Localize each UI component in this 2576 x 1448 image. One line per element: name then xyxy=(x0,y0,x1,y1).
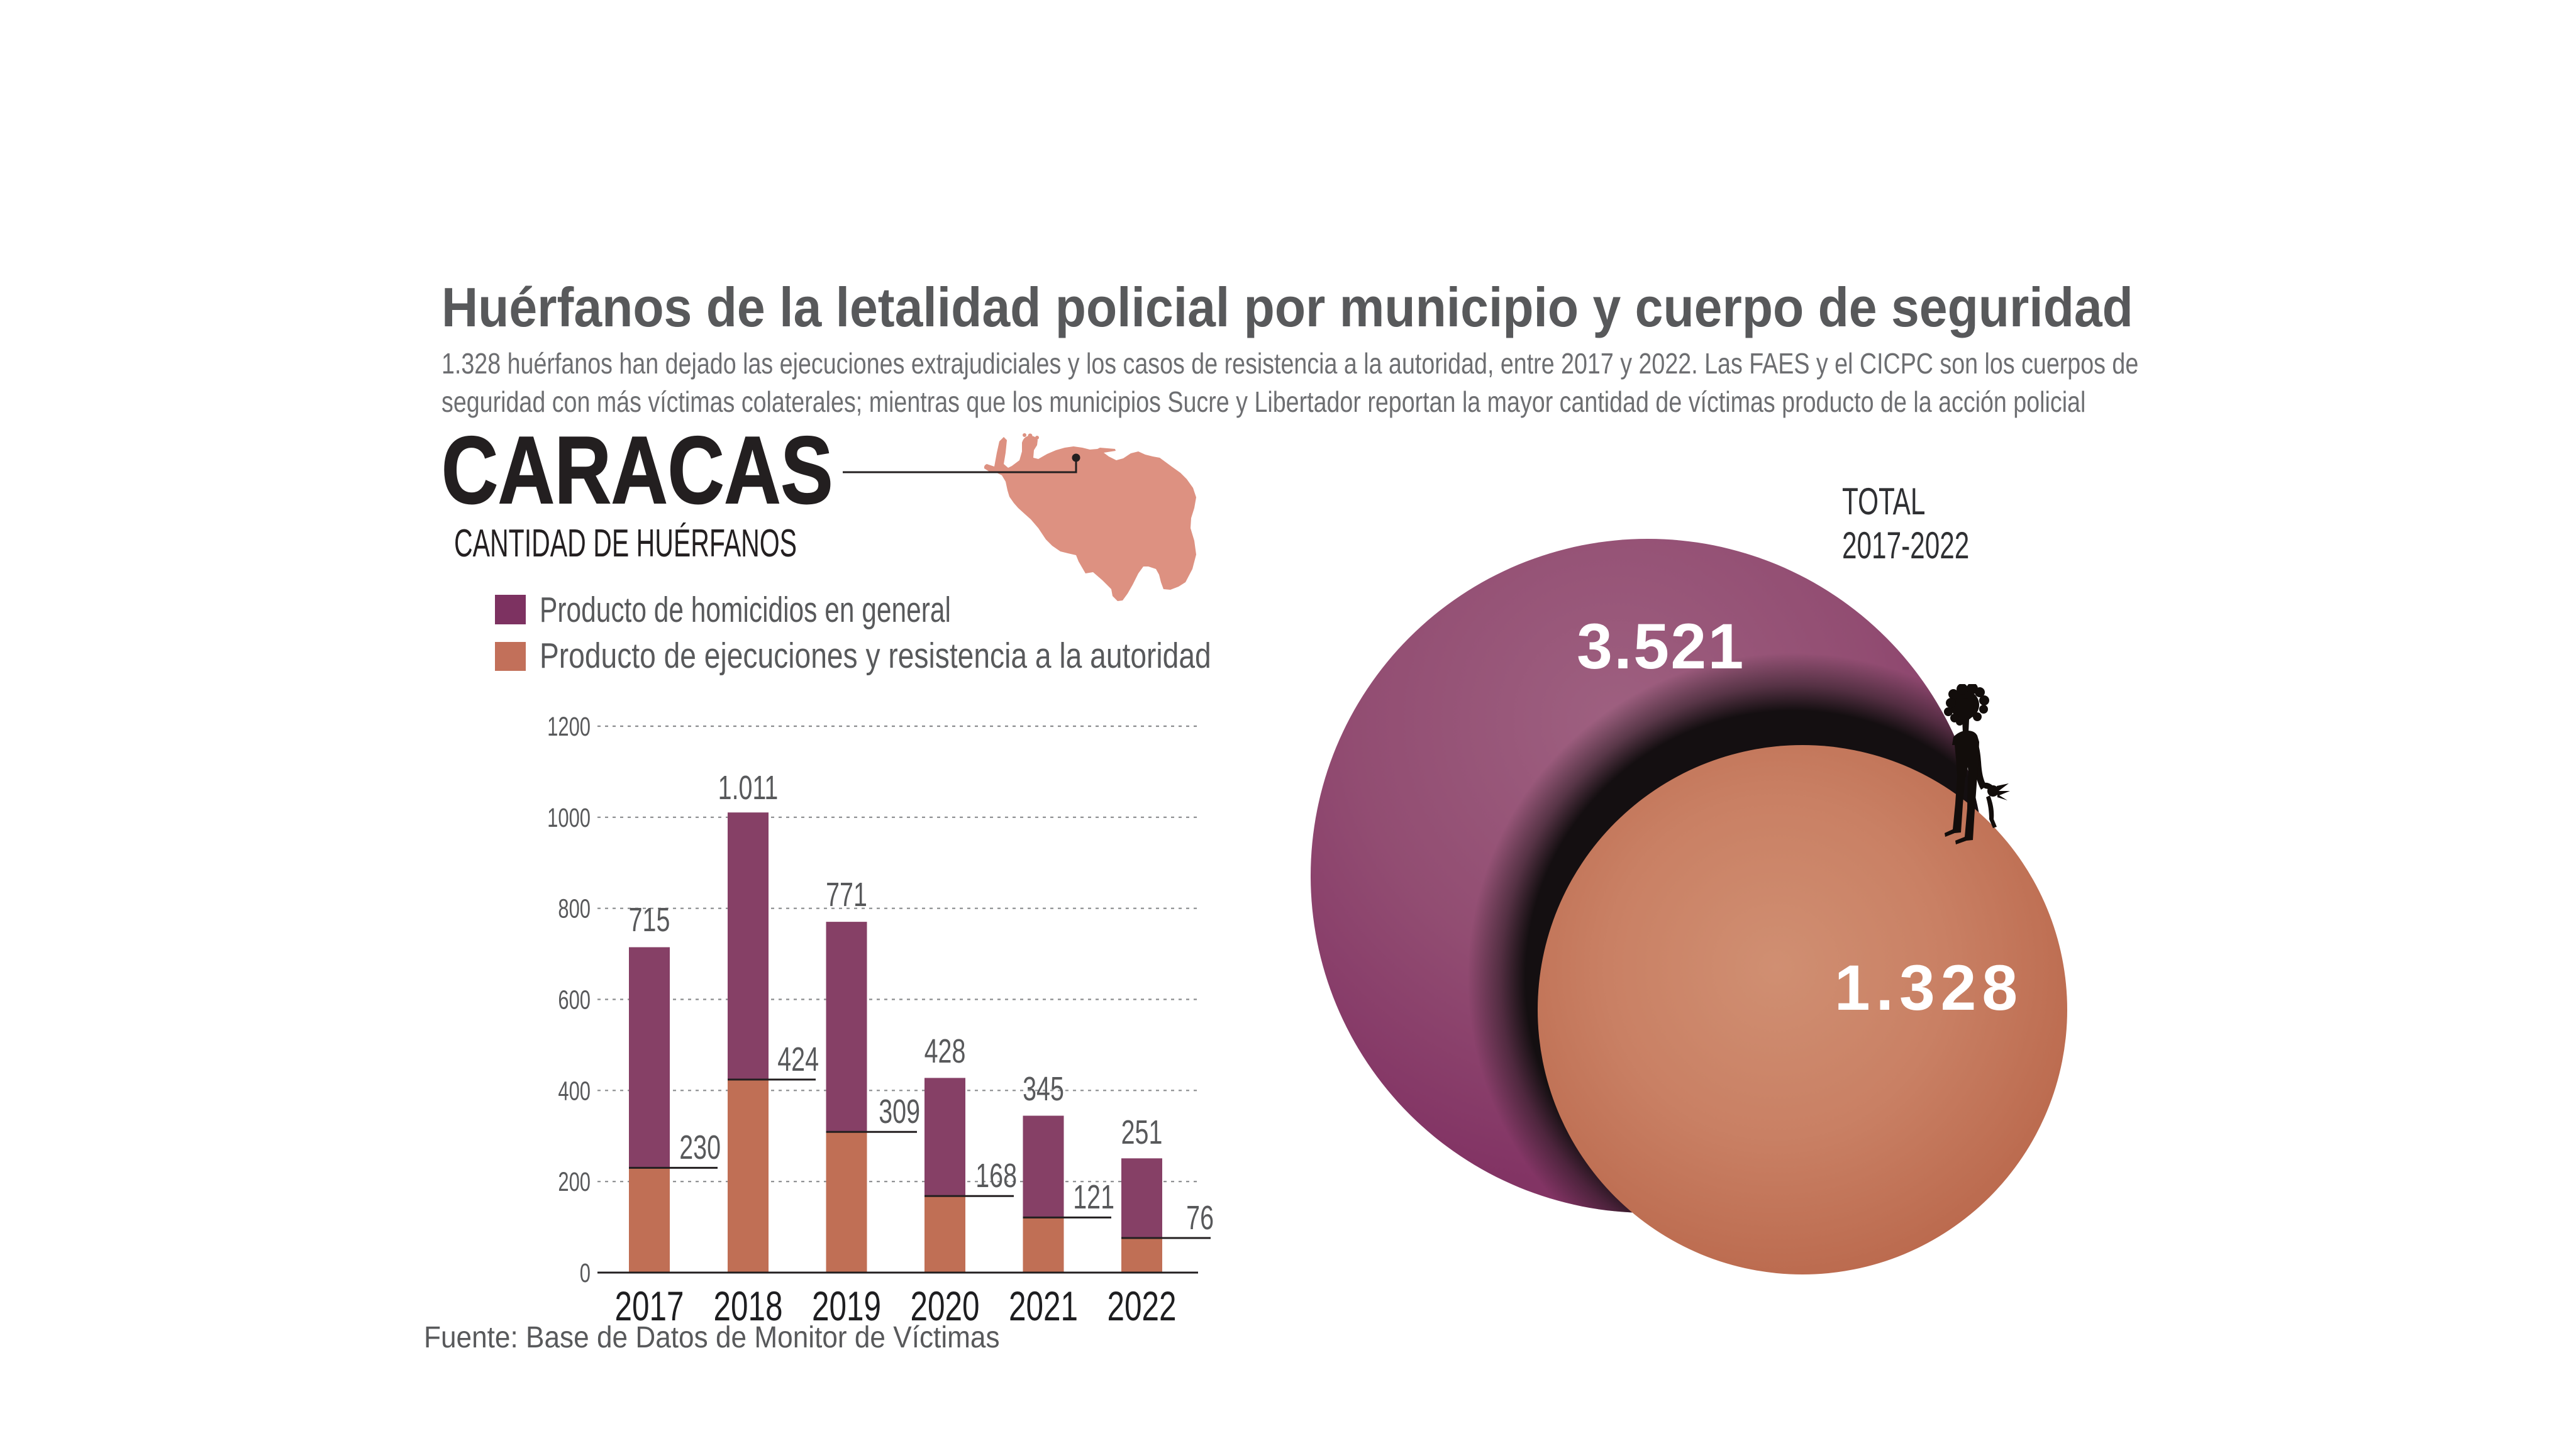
svg-text:2021: 2021 xyxy=(1009,1283,1078,1330)
svg-text:1.011: 1.011 xyxy=(718,769,779,807)
svg-text:771: 771 xyxy=(826,876,867,914)
svg-text:1000: 1000 xyxy=(547,802,591,832)
svg-text:309: 309 xyxy=(879,1093,920,1131)
svg-text:2020: 2020 xyxy=(910,1283,979,1330)
svg-text:0: 0 xyxy=(580,1257,591,1288)
svg-text:2022: 2022 xyxy=(1107,1283,1176,1330)
svg-text:2019: 2019 xyxy=(812,1283,881,1330)
svg-text:76: 76 xyxy=(1186,1199,1214,1237)
svg-text:600: 600 xyxy=(558,984,591,1014)
svg-text:428: 428 xyxy=(924,1032,966,1071)
svg-text:121: 121 xyxy=(1073,1178,1114,1217)
svg-text:424: 424 xyxy=(777,1041,819,1079)
svg-text:168: 168 xyxy=(975,1157,1017,1195)
svg-text:345: 345 xyxy=(1023,1070,1064,1108)
svg-text:400: 400 xyxy=(558,1075,591,1105)
svg-text:715: 715 xyxy=(629,901,670,939)
svg-text:230: 230 xyxy=(679,1129,721,1167)
svg-text:2017: 2017 xyxy=(614,1283,684,1330)
svg-text:1200: 1200 xyxy=(547,711,591,741)
svg-text:800: 800 xyxy=(558,893,591,924)
svg-text:2018: 2018 xyxy=(713,1283,782,1330)
svg-text:251: 251 xyxy=(1121,1114,1163,1152)
svg-text:200: 200 xyxy=(558,1166,591,1197)
